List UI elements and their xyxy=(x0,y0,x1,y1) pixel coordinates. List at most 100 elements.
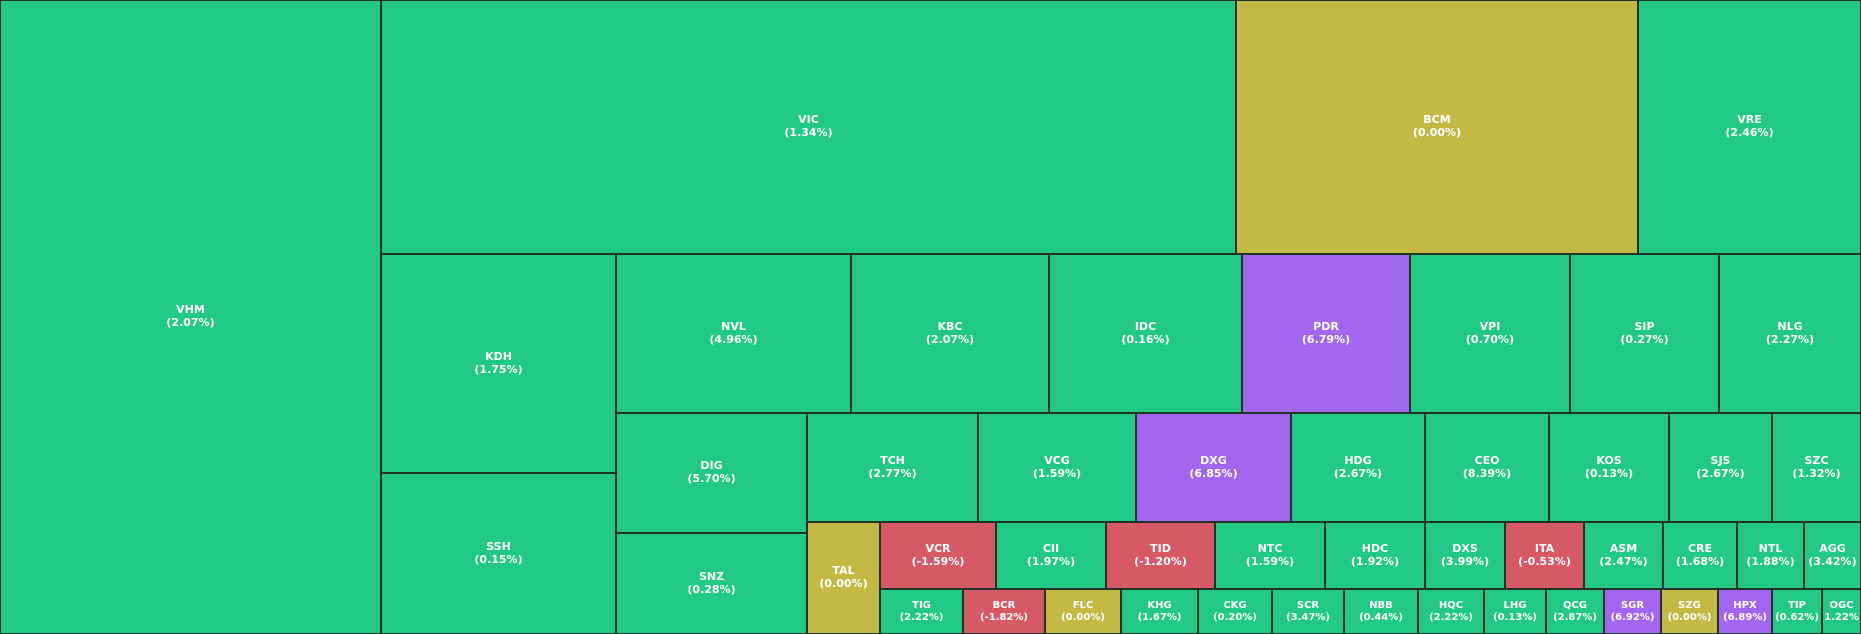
tile-ntl[interactable]: NTL (1.88%) xyxy=(1737,522,1804,589)
tile-sip[interactable]: SIP (0.27%) xyxy=(1570,254,1719,413)
tile-change-label: (0.70%) xyxy=(1465,332,1515,346)
tile-tip[interactable]: TIP (0.62%) xyxy=(1772,589,1822,634)
tile-bcr[interactable]: BCR (-1.82%) xyxy=(963,589,1045,634)
tile-ticker-label: NBB xyxy=(1369,600,1393,611)
tile-dig[interactable]: DIG (5.70%) xyxy=(616,413,807,533)
tile-tal[interactable]: TAL (0.00%) xyxy=(807,522,880,634)
tile-idc[interactable]: IDC (0.16%) xyxy=(1049,254,1242,413)
tile-sjs[interactable]: SJS (2.67%) xyxy=(1669,413,1772,522)
tile-szc[interactable]: SZC (1.32%) xyxy=(1772,413,1861,522)
tile-szg[interactable]: SZG (0.00%) xyxy=(1661,589,1718,634)
tile-ticker-label: HQC xyxy=(1438,600,1464,611)
tile-change-label: (3.47%) xyxy=(1286,611,1330,623)
tile-change-label: (6.79%) xyxy=(1301,332,1351,346)
tile-nvl[interactable]: NVL (4.96%) xyxy=(616,254,851,413)
tile-ticker-label: DXG xyxy=(1200,453,1227,467)
tile-kbc[interactable]: KBC (2.07%) xyxy=(851,254,1049,413)
tile-change-label: (0.27%) xyxy=(1620,332,1669,346)
tile-vre[interactable]: VRE (2.46%) xyxy=(1638,0,1861,254)
tile-change-label: (6.89%) xyxy=(1723,611,1767,623)
tile-hpx[interactable]: HPX (6.89%) xyxy=(1718,589,1772,634)
tile-ticker-label: SSH xyxy=(486,539,511,553)
tile-ticker-label: TAL xyxy=(832,564,855,578)
tile-change-label: (5.70%) xyxy=(687,472,736,485)
tile-cre[interactable]: CRE (1.68%) xyxy=(1663,522,1737,589)
tile-change-label: (-0.53%) xyxy=(1518,554,1571,568)
tile-vic[interactable]: VIC (1.34%) xyxy=(381,0,1236,254)
tile-change-label: (-1.82%) xyxy=(980,611,1028,623)
tile-change-label: (1.59%) xyxy=(1032,466,1082,480)
tile-tch[interactable]: TCH (2.77%) xyxy=(807,413,978,522)
tile-ticker-label: NVL xyxy=(721,319,746,333)
tile-ssh[interactable]: SSH (0.15%) xyxy=(381,473,616,634)
tile-ticker-label: HDC xyxy=(1361,541,1389,555)
tile-ogc[interactable]: OGC(1.22%) xyxy=(1822,589,1861,634)
tile-hdg[interactable]: HDG (2.67%) xyxy=(1291,413,1425,522)
tile-change-label: (2.67%) xyxy=(1333,466,1383,480)
tile-change-label: (-1.20%) xyxy=(1134,554,1187,568)
tile-ticker-label: KHG xyxy=(1147,600,1172,611)
tile-change-label: (2.22%) xyxy=(1429,611,1473,623)
tile-ticker-label: NTC xyxy=(1257,541,1283,555)
tile-ticker-label: TIP xyxy=(1788,600,1806,611)
tile-vhm[interactable]: VHM (2.07%) xyxy=(0,0,381,634)
tile-ticker-label: HPX xyxy=(1733,600,1757,611)
tile-bcm[interactable]: BCM (0.00%) xyxy=(1236,0,1638,254)
tile-ticker-label: SJS xyxy=(1710,453,1731,467)
tile-vcr[interactable]: VCR (-1.59%) xyxy=(880,522,996,589)
tile-change-label: (0.28%) xyxy=(687,582,736,596)
tile-asm[interactable]: ASM (2.47%) xyxy=(1584,522,1663,589)
tile-ceo[interactable]: CEO (8.39%) xyxy=(1425,413,1549,522)
tile-ticker-label: VPI xyxy=(1479,319,1501,333)
tile-ticker-label: SZC xyxy=(1804,453,1829,467)
tile-change-label: (-1.59%) xyxy=(911,554,965,568)
tile-lhg[interactable]: LHG (0.13%) xyxy=(1484,589,1546,634)
tile-dxs[interactable]: DXS (3.99%) xyxy=(1425,522,1505,589)
tile-ticker-label: SZG xyxy=(1678,600,1701,611)
tile-ticker-label: LHG xyxy=(1503,600,1527,611)
tile-ticker-label: CEO xyxy=(1474,453,1500,467)
tile-change-label: (0.44%) xyxy=(1359,611,1403,623)
tile-change-label: (2.67%) xyxy=(1696,466,1745,480)
tile-ticker-label: AGG xyxy=(1819,541,1846,555)
tile-scr[interactable]: SCR (3.47%) xyxy=(1272,589,1344,634)
tile-tig[interactable]: TIG (2.22%) xyxy=(880,589,963,634)
tile-ticker-label: TID xyxy=(1150,541,1171,555)
tile-hdc[interactable]: HDC (1.92%) xyxy=(1325,522,1425,589)
tile-change-label: (1.59%) xyxy=(1245,554,1295,568)
tile-kos[interactable]: KOS (0.13%) xyxy=(1549,413,1669,522)
tile-cii[interactable]: CII (1.97%) xyxy=(996,522,1106,589)
tile-agg[interactable]: AGG (3.42%) xyxy=(1804,522,1861,589)
tile-nlg[interactable]: NLG (2.27%) xyxy=(1719,254,1861,413)
tile-hqc[interactable]: HQC (2.22%) xyxy=(1418,589,1484,634)
tile-vpi[interactable]: VPI (0.70%) xyxy=(1410,254,1570,413)
tile-ticker-label: CRE xyxy=(1687,541,1713,555)
tile-change-label: (2.27%) xyxy=(1765,332,1815,346)
tile-nbb[interactable]: NBB (0.44%) xyxy=(1344,589,1418,634)
tile-ita[interactable]: ITA (-0.53%) xyxy=(1505,522,1584,589)
tile-ticker-label: BCM xyxy=(1423,113,1451,127)
tile-change-label: (2.87%) xyxy=(1553,611,1597,623)
tile-ticker-label: TIG xyxy=(912,600,931,611)
tile-flc[interactable]: FLC (0.00%) xyxy=(1045,589,1121,634)
tile-vcg[interactable]: VCG (1.59%) xyxy=(978,413,1136,522)
tile-khg[interactable]: KHG (1.67%) xyxy=(1121,589,1198,634)
tile-tid[interactable]: TID (-1.20%) xyxy=(1106,522,1215,589)
tile-dxg[interactable]: DXG (6.85%) xyxy=(1136,413,1291,522)
tile-change-label: (2.47%) xyxy=(1599,554,1648,568)
tile-change-label: (0.00%) xyxy=(1061,611,1105,623)
tile-ntc[interactable]: NTC (1.59%) xyxy=(1215,522,1325,589)
tile-ckg[interactable]: CKG (0.20%) xyxy=(1198,589,1272,634)
tile-kdh[interactable]: KDH (1.75%) xyxy=(381,254,616,473)
tile-change-label: (1.32%) xyxy=(1792,466,1841,480)
tile-ticker-label: DXS xyxy=(1452,541,1478,555)
tile-snz[interactable]: SNZ (0.28%) xyxy=(616,533,807,634)
tile-ticker-label: VCR xyxy=(925,541,951,555)
tile-pdr[interactable]: PDR (6.79%) xyxy=(1242,254,1410,413)
tile-change-label: (3.42%) xyxy=(1808,554,1857,568)
tile-sgr[interactable]: SGR (6.92%) xyxy=(1604,589,1661,634)
tile-ticker-label: VCG xyxy=(1044,453,1070,467)
tile-qcg[interactable]: QCG (2.87%) xyxy=(1546,589,1604,634)
tile-ticker-label: ASM xyxy=(1609,541,1638,555)
tile-change-label: (6.92%) xyxy=(1610,611,1655,623)
